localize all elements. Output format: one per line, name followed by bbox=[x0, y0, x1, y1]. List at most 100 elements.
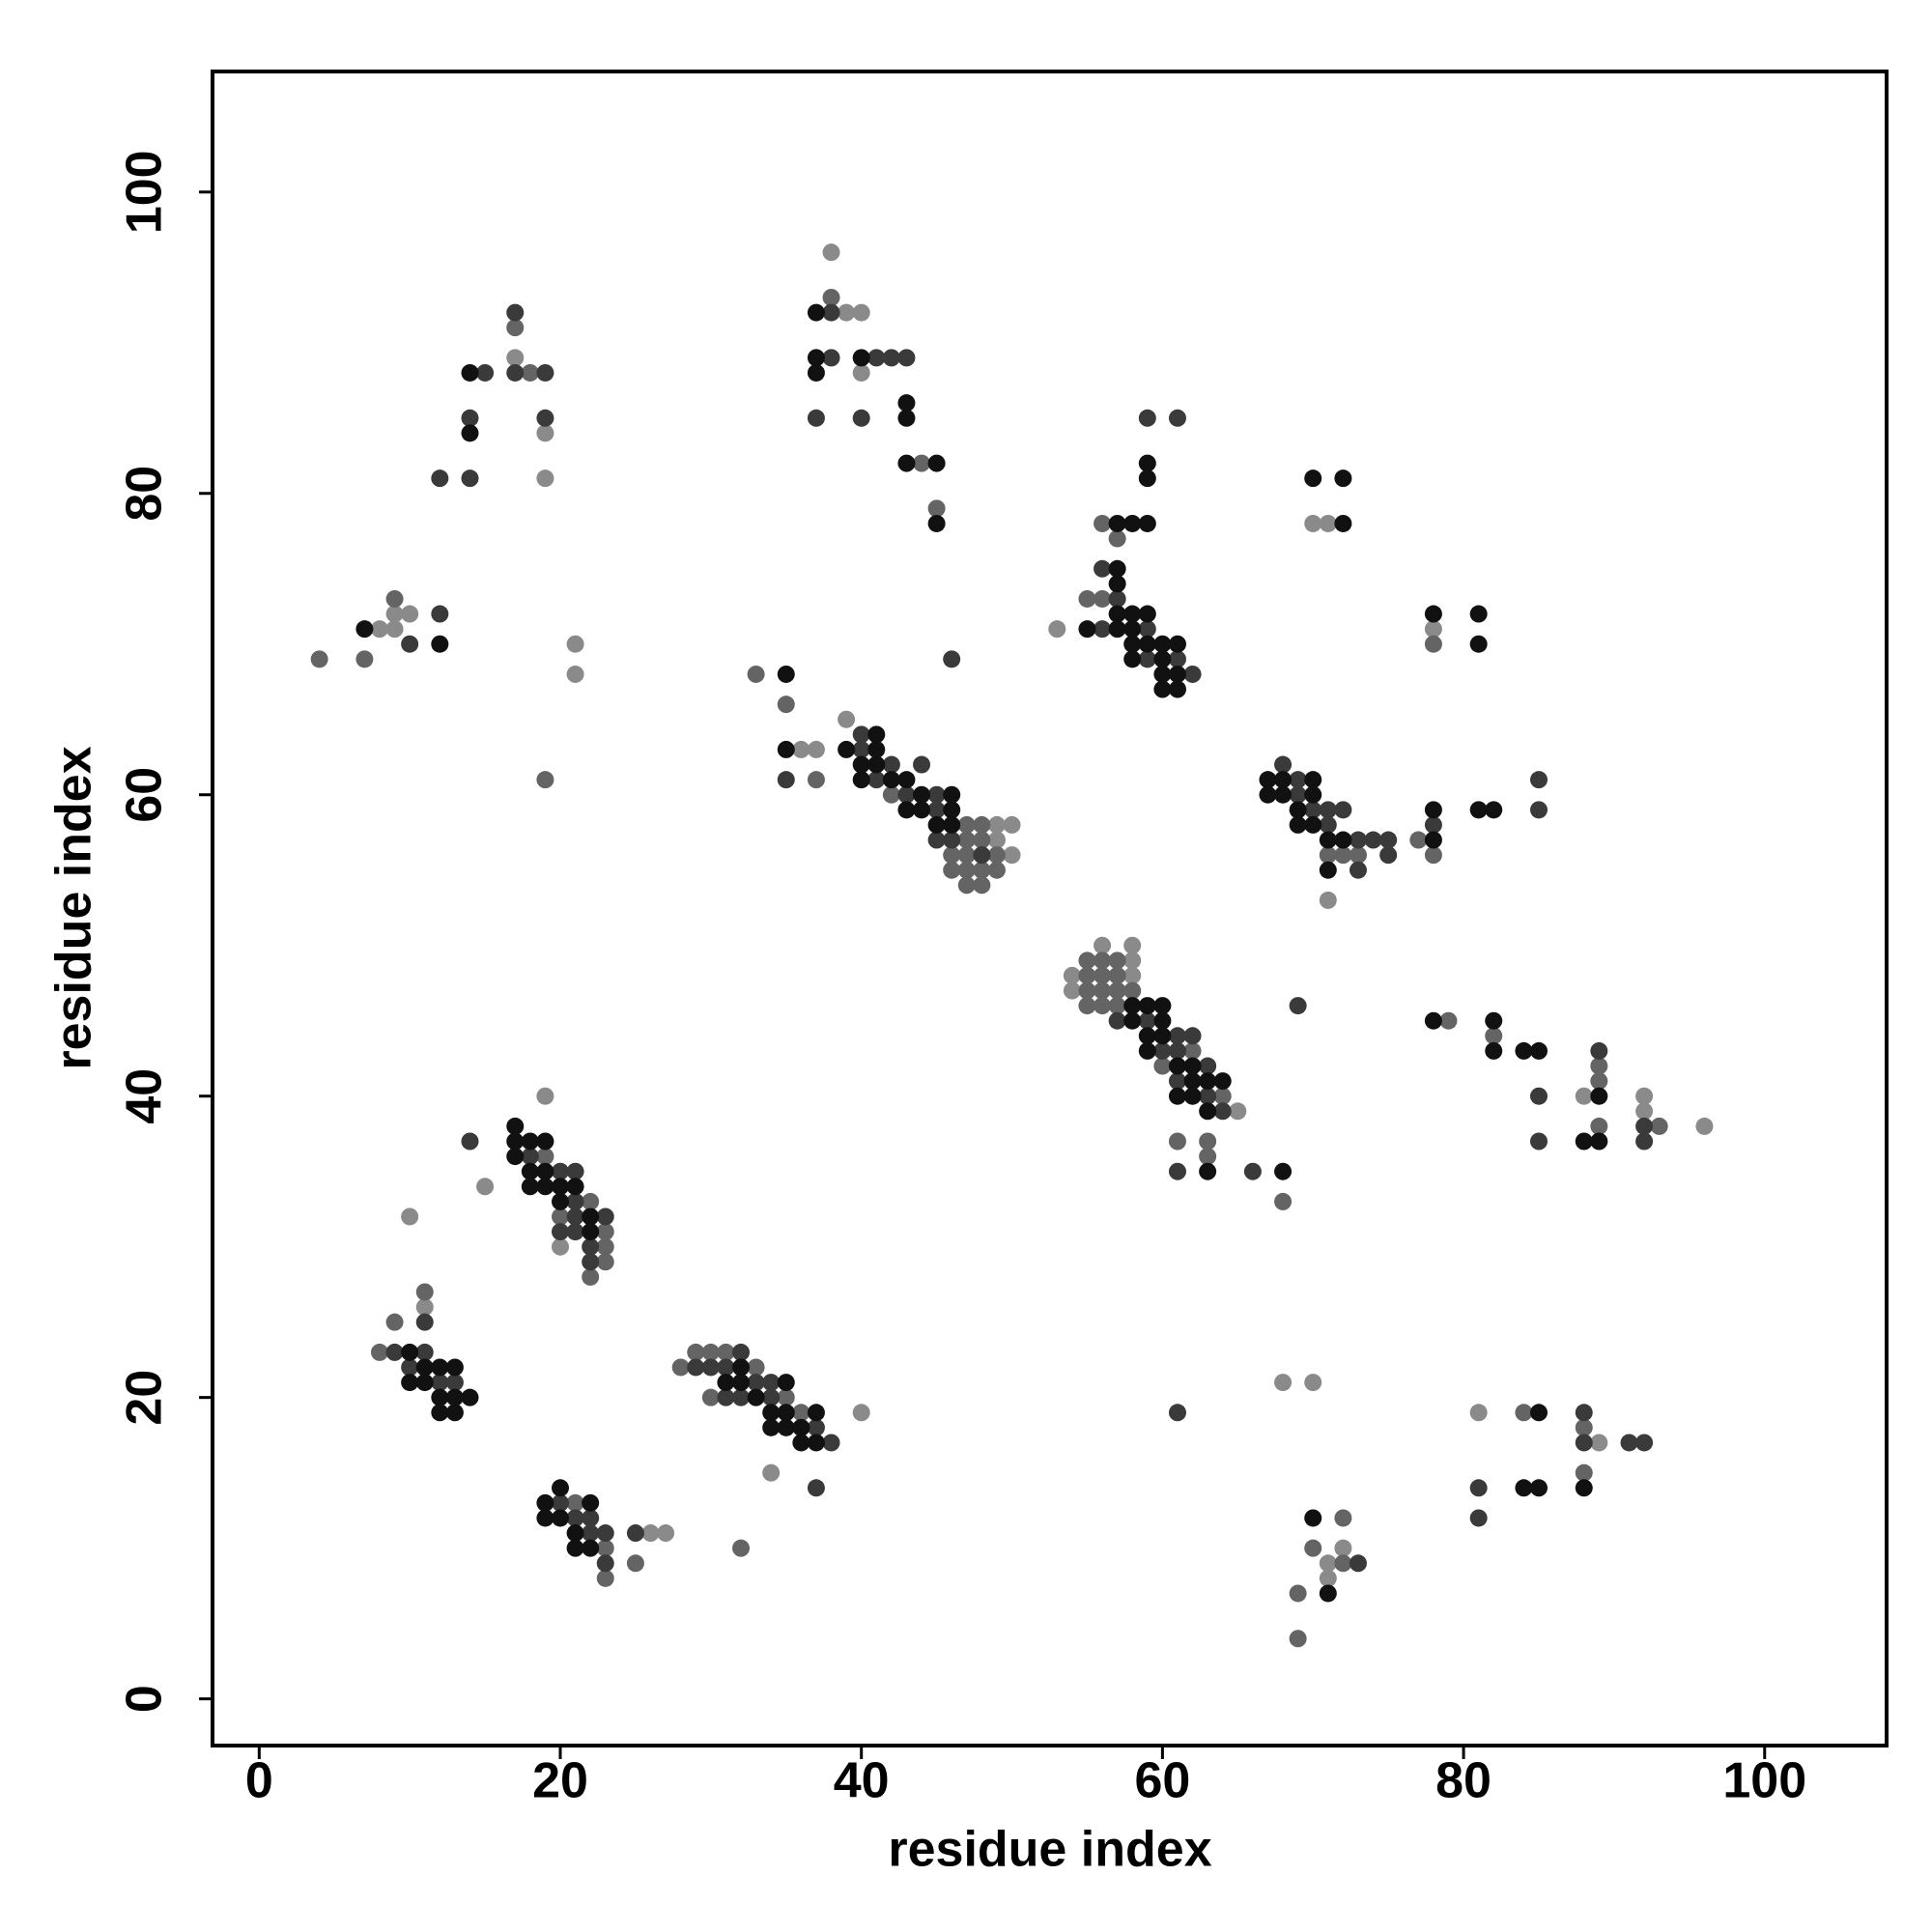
point bbox=[762, 1388, 781, 1406]
point bbox=[882, 771, 900, 789]
point bbox=[461, 1388, 479, 1406]
point bbox=[1424, 635, 1442, 653]
point bbox=[822, 1434, 840, 1452]
point bbox=[852, 349, 870, 367]
point bbox=[1213, 1102, 1232, 1121]
x-tick-label: 60 bbox=[1134, 1753, 1190, 1809]
point bbox=[1319, 861, 1337, 879]
point bbox=[1319, 801, 1337, 819]
point bbox=[1153, 1027, 1172, 1045]
point bbox=[1138, 635, 1156, 653]
point bbox=[807, 771, 825, 789]
point bbox=[1138, 1027, 1156, 1045]
point bbox=[1063, 981, 1081, 1000]
point bbox=[476, 1178, 495, 1196]
point bbox=[566, 635, 584, 653]
point bbox=[1334, 469, 1352, 488]
point bbox=[370, 1343, 388, 1361]
point bbox=[1424, 620, 1442, 639]
point bbox=[445, 1374, 464, 1392]
point bbox=[1334, 1509, 1352, 1527]
point bbox=[521, 1162, 539, 1180]
point bbox=[1319, 846, 1337, 865]
point bbox=[792, 1418, 810, 1436]
point bbox=[415, 1313, 434, 1331]
point bbox=[1108, 605, 1126, 623]
point bbox=[927, 499, 946, 518]
point bbox=[747, 665, 765, 683]
point bbox=[1229, 1102, 1247, 1121]
point bbox=[852, 755, 870, 774]
point bbox=[1590, 1072, 1608, 1091]
point bbox=[596, 1237, 614, 1256]
point bbox=[355, 650, 374, 668]
point bbox=[1575, 1479, 1593, 1497]
point bbox=[1153, 650, 1172, 668]
point bbox=[1138, 514, 1156, 532]
point bbox=[777, 665, 795, 683]
point bbox=[1078, 589, 1096, 608]
point bbox=[777, 1418, 795, 1436]
point bbox=[1123, 650, 1142, 668]
point bbox=[943, 650, 961, 668]
point bbox=[1108, 575, 1126, 593]
point bbox=[1304, 1374, 1322, 1392]
point bbox=[822, 288, 840, 306]
point bbox=[1183, 1041, 1202, 1060]
point bbox=[1635, 1102, 1654, 1121]
point bbox=[913, 755, 931, 774]
point bbox=[506, 349, 525, 367]
point bbox=[506, 1148, 525, 1166]
point bbox=[957, 876, 976, 895]
point bbox=[401, 1358, 419, 1377]
point bbox=[1319, 831, 1337, 849]
point bbox=[747, 1388, 765, 1406]
point bbox=[1364, 831, 1382, 849]
point bbox=[596, 1569, 614, 1587]
point bbox=[355, 620, 374, 639]
point bbox=[987, 846, 1006, 865]
point bbox=[822, 243, 840, 262]
point bbox=[596, 1539, 614, 1557]
point bbox=[566, 665, 584, 683]
point bbox=[1424, 605, 1442, 623]
point bbox=[657, 1524, 675, 1543]
point bbox=[582, 1223, 600, 1241]
point bbox=[431, 1404, 449, 1422]
point bbox=[1409, 831, 1428, 849]
point bbox=[807, 349, 825, 367]
point bbox=[882, 785, 900, 804]
point bbox=[401, 1343, 419, 1361]
point bbox=[701, 1358, 720, 1377]
point bbox=[1199, 1148, 1217, 1166]
point bbox=[943, 785, 961, 804]
point bbox=[1319, 1569, 1337, 1587]
y-axis-label: residue index bbox=[46, 746, 102, 1069]
point bbox=[1123, 952, 1142, 970]
point bbox=[807, 303, 825, 322]
point bbox=[401, 1208, 419, 1226]
point bbox=[1334, 514, 1352, 532]
point bbox=[943, 861, 961, 879]
point bbox=[536, 1509, 554, 1527]
point bbox=[1529, 771, 1548, 789]
point bbox=[1183, 1072, 1202, 1091]
point bbox=[552, 1162, 570, 1180]
point bbox=[385, 620, 404, 639]
point bbox=[1515, 1479, 1533, 1497]
point bbox=[596, 1524, 614, 1543]
point bbox=[1635, 1087, 1654, 1105]
point bbox=[1590, 1132, 1608, 1151]
point bbox=[1334, 801, 1352, 819]
point bbox=[943, 801, 961, 819]
point bbox=[1078, 997, 1096, 1015]
point bbox=[1094, 981, 1112, 1000]
point bbox=[927, 514, 946, 532]
point bbox=[1274, 771, 1293, 789]
point bbox=[552, 1178, 570, 1196]
point bbox=[536, 469, 554, 488]
point bbox=[762, 1463, 781, 1482]
point bbox=[1108, 981, 1126, 1000]
point bbox=[777, 771, 795, 789]
point bbox=[566, 1192, 584, 1210]
